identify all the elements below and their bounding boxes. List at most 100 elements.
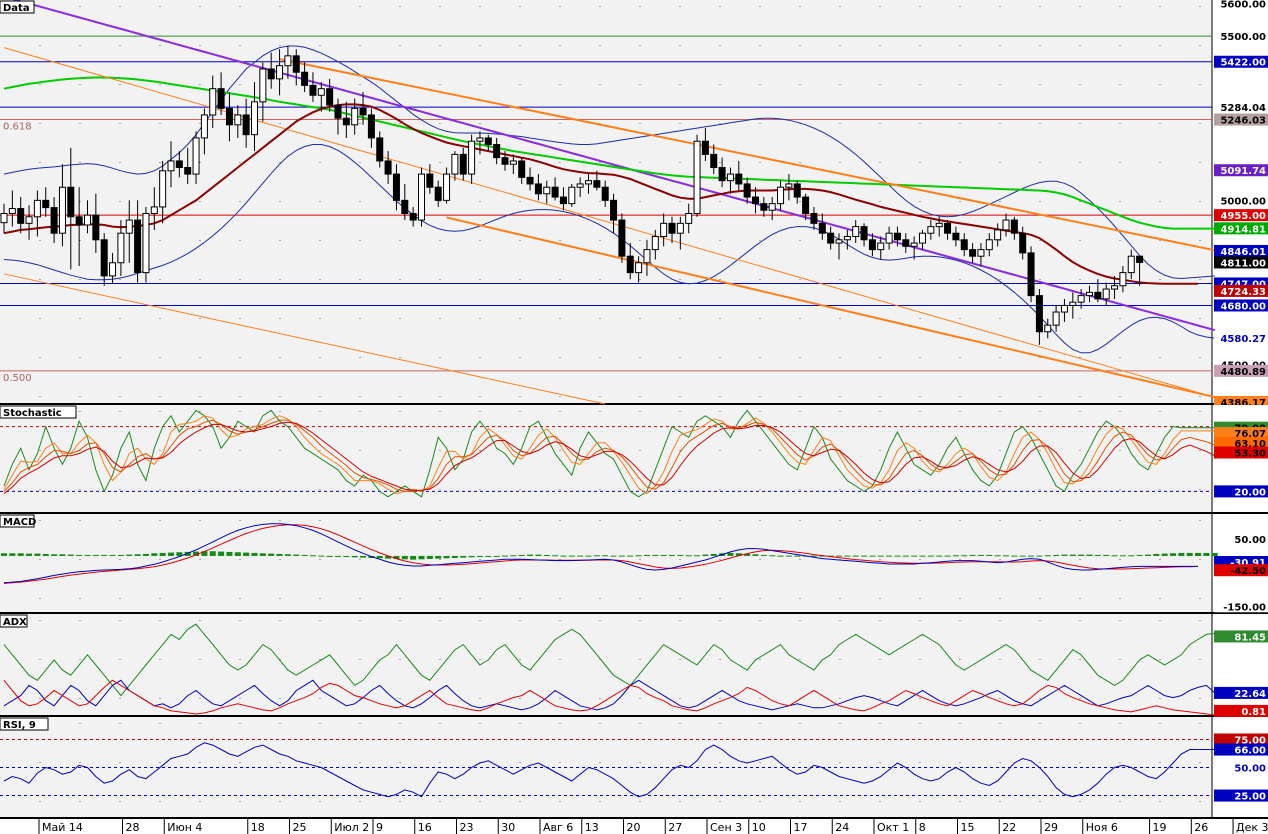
histogram-bar (401, 555, 408, 560)
candle (810, 212, 818, 224)
candle (509, 160, 517, 165)
candle (501, 157, 509, 165)
histogram-bar (1119, 555, 1126, 557)
candle (726, 173, 734, 182)
candle (1060, 304, 1068, 313)
candle (902, 239, 910, 247)
histogram-bar (936, 555, 943, 557)
panel-adx[interactable]: 81.45 22.64 0.81 ADX (0, 614, 1268, 718)
candle (852, 226, 860, 237)
candle (785, 183, 793, 188)
histogram-bar (234, 552, 241, 556)
candle (92, 214, 100, 241)
candle (184, 167, 192, 175)
value-tag-label: 50.00 (1234, 764, 1266, 775)
candle (17, 208, 25, 224)
candle (234, 114, 242, 126)
candle (1019, 232, 1027, 254)
candle (668, 222, 676, 234)
value-tag (1214, 485, 1268, 498)
histogram-bar (1061, 554, 1068, 556)
histogram-bar (577, 555, 584, 557)
histogram-bar (284, 554, 291, 556)
candle (860, 226, 868, 241)
histogram-bar (568, 555, 575, 557)
candle (434, 186, 442, 201)
candle (284, 55, 292, 67)
candle (384, 160, 392, 175)
x-tick-label: Ноя 6 (1086, 821, 1118, 834)
value-tag-label: -30.91 (1230, 558, 1266, 569)
histogram-bar (735, 553, 742, 556)
candle (309, 84, 317, 96)
x-tick-label: Окт 1 (877, 821, 909, 834)
histogram-bar (752, 554, 759, 556)
histogram-bar (602, 555, 609, 557)
candle (893, 232, 901, 241)
histogram-bar (518, 554, 525, 556)
histogram-bar (1170, 553, 1176, 556)
macd-line (3, 523, 1198, 584)
x-tick-label: 20 (627, 821, 641, 834)
histogram-bar (1044, 555, 1051, 557)
histogram-bar (418, 555, 425, 560)
candle (944, 222, 952, 234)
histogram-bar (1211, 552, 1218, 556)
value-tag (1214, 630, 1268, 643)
value-tag (1214, 600, 1268, 613)
histogram-bar (1003, 555, 1009, 557)
histogram-bar (894, 555, 901, 557)
histogram-bar (652, 554, 659, 556)
candle (109, 262, 117, 277)
adx-series-line (3, 679, 1216, 711)
candle (8, 208, 16, 214)
value-tag (1214, 733, 1268, 746)
candle (626, 255, 634, 274)
candle (1077, 295, 1085, 303)
price-tag (1214, 395, 1268, 408)
panel-data[interactable]: 0.618 0.500 5600.00 5500.00 5422.00 5284.04 52… (0, 0, 1268, 409)
histogram-bar (819, 555, 826, 557)
histogram-bar (785, 555, 792, 557)
candle (209, 88, 217, 116)
histogram-bar (952, 555, 959, 557)
panel-title-box (0, 614, 28, 628)
panel-macd[interactable]: 50.00 -30.91-42.50 -150.00 MACD (0, 514, 1268, 614)
value-tag-label: 63.10 (1234, 439, 1266, 450)
histogram-bar (535, 554, 542, 556)
histogram-bar (919, 555, 926, 557)
price-tag-label: 5422.00 (1220, 58, 1266, 69)
histogram-bar (585, 555, 592, 557)
histogram-bar (1111, 555, 1118, 557)
histogram-bar (493, 555, 500, 557)
price-tag (1214, 164, 1268, 177)
value-labels: 50.00 -30.91-42.50 -150.00 (1214, 533, 1268, 613)
price-tag (1214, 209, 1268, 222)
candle (660, 222, 668, 237)
value-tag-label: 25.00 (1234, 792, 1266, 803)
candle (526, 176, 534, 185)
x-tick-label: 26 (1194, 821, 1208, 834)
price-tag-label: 5500.00 (1220, 32, 1266, 43)
histogram-bar (635, 555, 642, 557)
plot-area (0, 0, 1212, 404)
price-tag-label: 5600.00 (1220, 0, 1266, 10)
candle (977, 249, 985, 257)
histogram-bar (435, 555, 442, 559)
x-tick-label: Сен 3 (710, 821, 742, 834)
stochastic-series-line (3, 421, 1216, 494)
histogram-bar (861, 555, 868, 557)
histogram-bar (986, 554, 993, 556)
x-tick-label: 30 (501, 821, 515, 834)
price-tag-label: 4811.00 (1220, 258, 1266, 269)
histogram-bar (193, 551, 200, 556)
adx-series-line (3, 679, 1215, 716)
histogram-bar (117, 554, 124, 556)
histogram-bar (1128, 555, 1135, 557)
price-tag (1214, 0, 1268, 10)
